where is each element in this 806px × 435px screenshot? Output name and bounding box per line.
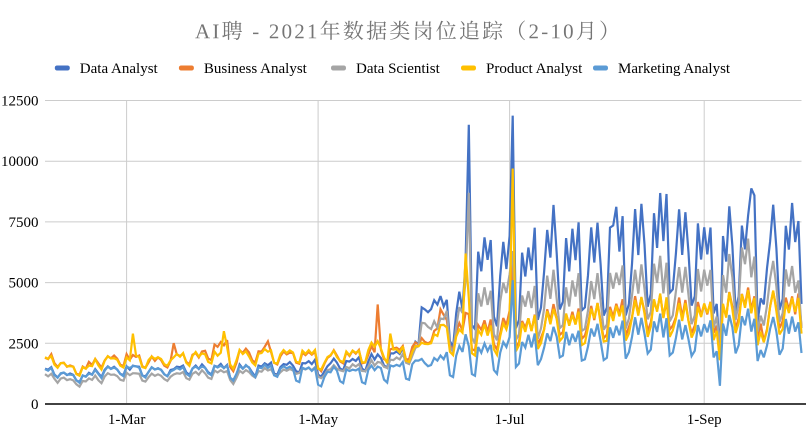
svg-text:2500: 2500 [9, 336, 39, 352]
svg-text:5000: 5000 [9, 276, 39, 292]
svg-text:7500: 7500 [9, 215, 39, 231]
svg-text:12500: 12500 [1, 94, 39, 110]
svg-text:0: 0 [31, 397, 39, 413]
svg-text:1-Jul: 1-Jul [495, 412, 525, 428]
svg-text:10000: 10000 [1, 154, 39, 170]
svg-text:Business Analyst: Business Analyst [204, 61, 308, 77]
svg-text:1-Mar: 1-Mar [108, 412, 146, 428]
svg-text:1-Sep: 1-Sep [687, 412, 722, 428]
svg-text:Product Analyst: Product Analyst [486, 61, 583, 77]
svg-text:Data Scientist: Data Scientist [356, 61, 441, 77]
svg-text:Marketing Analyst: Marketing Analyst [618, 61, 731, 77]
svg-text:1-May: 1-May [298, 412, 338, 428]
svg-text:Data Analyst: Data Analyst [80, 61, 159, 77]
